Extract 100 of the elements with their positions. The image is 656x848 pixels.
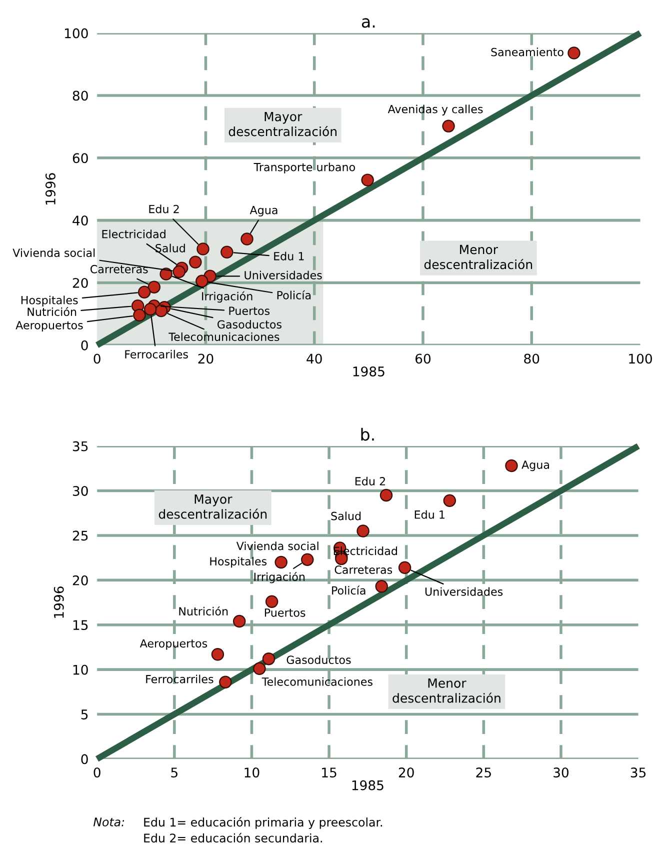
point [220,246,234,259]
point [398,561,412,574]
x-tick-label: 80 [524,354,540,364]
annotation: Aeropuertos [140,639,208,650]
point [356,524,370,538]
y-axis-title: 1996 [45,173,56,204]
point [361,174,374,186]
x-tick-label: 30 [554,768,568,778]
annotation: Agua [250,206,278,216]
annotation: Hospitales [210,556,267,568]
x-tick-label: 20 [398,768,414,778]
annotation: Mayor descentralización [158,494,267,519]
point [211,648,224,661]
y-tick-label: 0 [81,754,88,764]
annotation: Gasoductos [217,320,282,329]
annotation: Electricidad [102,230,166,238]
point [375,580,388,593]
x-tick-label: 0 [94,768,100,778]
annotation: Carreteras [90,264,148,274]
annotation: Saneamiento [491,48,564,56]
annotation: Ferrocariles [125,350,188,358]
text: Nota: [93,818,124,826]
y-tick-label: 20 [72,575,88,586]
y-tick-label: 0 [81,340,88,350]
annotation: Nutrición [28,306,76,316]
annotation: Ferrocarriles [146,674,214,684]
x-tick-label: 10 [244,768,260,778]
annotation: Vivienda social [236,542,318,550]
point [274,556,288,569]
x-tick-label: 40 [306,354,322,364]
point [443,494,456,507]
point [262,652,276,666]
text: Edu 1= educación primaria y preescolar. [144,817,382,829]
annotation: Irrigación [202,291,252,303]
point [253,662,266,676]
y-axis-title: 1996 [54,586,64,618]
annotation: Telecomunicaciones [262,677,372,686]
annotation: Edu 2 [355,476,385,486]
annotation: Agua [522,460,549,472]
y-tick-label: 40 [72,216,88,226]
x-tick-label: 100 [629,354,652,364]
point [160,268,172,280]
annotation: Vivienda social [12,248,95,258]
x-tick-label: 20 [198,354,214,364]
x-tick-label: 25 [476,768,491,778]
point [505,459,518,472]
y-tick-label: 10 [73,664,88,675]
annotation: Universidades [425,587,503,596]
annotation: Avenidas y calles [388,104,483,116]
point [154,304,168,318]
annotation: Hospitales [21,296,78,306]
annotation: Nutrición [179,606,228,616]
x-tick-label: 15 [322,768,336,778]
point [240,232,254,246]
y-tick-label: 20 [72,278,88,288]
annotation: Telecomunicaciones [168,332,280,342]
point [265,595,278,608]
point [219,676,232,688]
point [172,265,186,278]
annotation: Salud [331,512,361,520]
point [380,488,393,502]
point [442,120,455,132]
point [189,256,202,268]
annotation: Edu 1 [274,252,304,260]
annotation: Mayor descentralización [228,112,336,136]
chart-title: b. [361,428,374,441]
annotation: Gasoductos [286,655,351,664]
annotation: Menor descentralización [392,678,500,703]
text: Edu 2= educación secundaria. [144,832,322,843]
point [144,302,157,316]
point [148,280,160,294]
x-tick-label: 5 [171,768,178,778]
y-tick-label: 5 [81,710,88,720]
point [568,46,580,60]
x-axis-title: 1985 [353,366,384,376]
annotation: Aeropuertos [16,321,83,332]
annotation: Edu 1 [414,510,444,519]
y-tick-label: 30 [72,486,88,496]
annotation: Irrigación [254,572,305,584]
point [196,242,210,256]
y-tick-label: 15 [73,620,88,630]
point [138,286,151,298]
annotation: Policía [332,586,366,595]
annotation: Puertos [229,306,270,316]
annotation: Menor descentralización [424,244,532,270]
annotation: Universidades [244,270,322,280]
x-tick-label: 60 [416,354,431,364]
annotation: Edu 2 [149,204,179,214]
y-tick-label: 25 [72,530,88,541]
annotation: Salud [156,244,185,252]
y-tick-label: 35 [72,441,88,452]
annotation: Policía [277,290,311,300]
chart-title: a. [362,18,375,28]
point [196,274,208,288]
annotation: Transporte urbano [254,162,355,174]
annotation: Carreteras [334,566,392,574]
x-tick-label: 0 [94,354,100,364]
x-tick-label: 35 [630,768,646,778]
point [133,308,146,322]
y-tick-label: 60 [72,153,88,164]
